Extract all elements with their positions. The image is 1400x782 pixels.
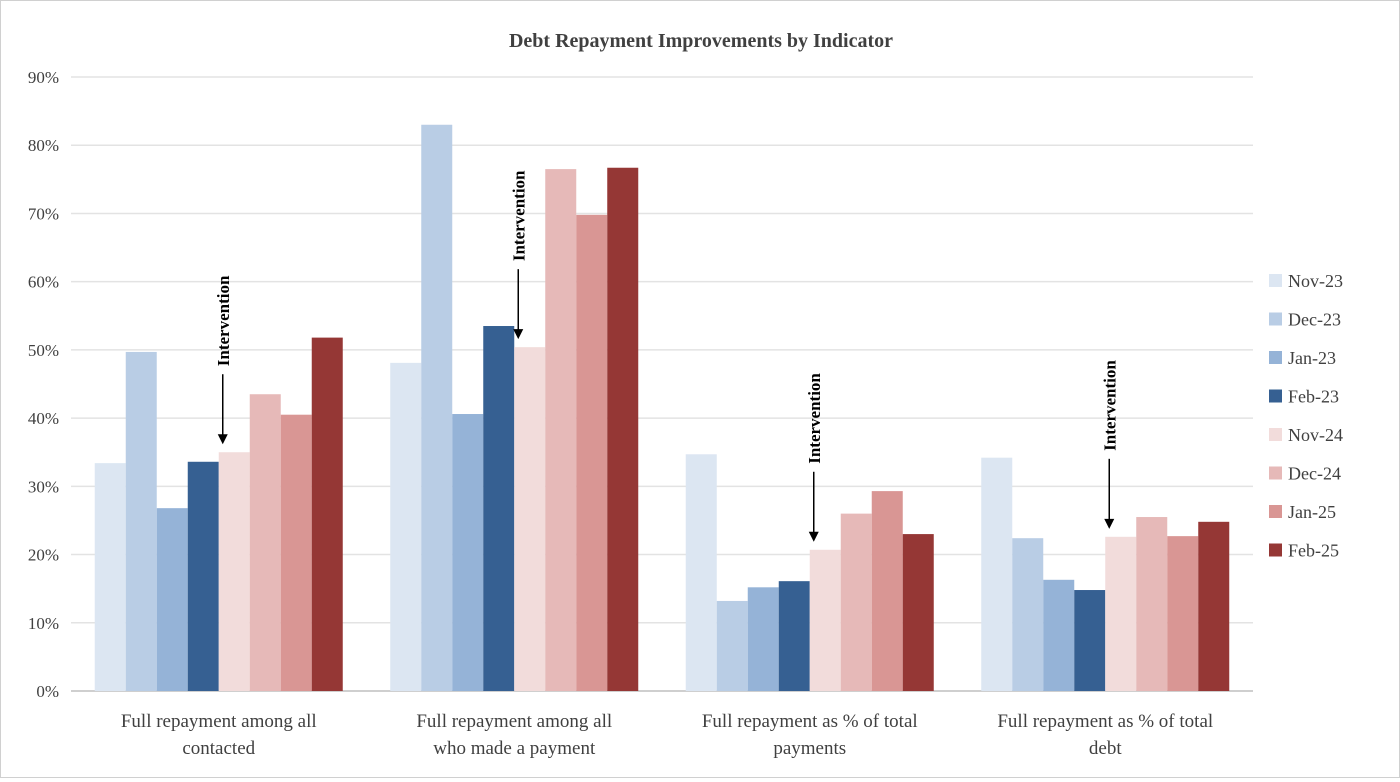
x-category-label: debt: [1089, 738, 1122, 759]
bar-nov-23: [981, 457, 1013, 691]
x-category-label: Full repayment as % of total: [997, 711, 1213, 732]
bar-dec-23: [716, 600, 748, 691]
legend-label: Dec-24: [1288, 464, 1341, 484]
bar-feb-25: [1198, 521, 1230, 691]
legend-swatch: [1269, 543, 1282, 557]
y-tick-label: 30%: [28, 477, 59, 496]
bar-feb-23: [1074, 590, 1106, 691]
legend-label: Feb-23: [1288, 387, 1339, 407]
y-tick-label: 50%: [28, 341, 59, 360]
bar-feb-25: [311, 337, 343, 691]
bar-feb-25: [902, 534, 934, 691]
bar-nov-24: [514, 347, 546, 691]
x-category-label: Full repayment among all: [416, 711, 612, 732]
bar-dec-23: [1012, 538, 1044, 691]
x-category-label: who made a payment: [433, 738, 596, 759]
bar-feb-23: [778, 581, 810, 691]
bar-jan-23: [747, 587, 779, 691]
bar-feb-23: [483, 326, 515, 691]
legend-label: Dec-23: [1288, 310, 1341, 330]
bar-dec-24: [249, 394, 281, 691]
bar-jan-25: [871, 491, 903, 691]
arrowhead-icon: [217, 434, 228, 445]
x-category-label: contacted: [182, 738, 255, 759]
annotation-label: Intervention: [805, 373, 824, 464]
bar-jan-25: [280, 414, 312, 691]
x-category-label: payments: [773, 738, 846, 759]
bar-nov-23: [390, 362, 422, 691]
bar-dec-24: [545, 169, 577, 692]
y-tick-label: 0%: [36, 682, 59, 701]
annotation-label: Intervention: [214, 275, 233, 366]
bar-jan-25: [1167, 536, 1199, 691]
bar-dec-24: [840, 513, 872, 691]
bar-nov-23: [94, 463, 126, 691]
legend-label: Jan-23: [1288, 348, 1336, 368]
legend-swatch: [1269, 428, 1282, 441]
annotation-label: Intervention: [1100, 360, 1119, 451]
legend-label: Nov-24: [1288, 425, 1343, 445]
bar-nov-24: [1105, 536, 1137, 691]
bar-nov-24: [809, 549, 841, 691]
legend-swatch: [1269, 505, 1282, 518]
legend-swatch: [1269, 312, 1282, 326]
y-tick-label: 10%: [28, 614, 59, 633]
x-category-label: Full repayment among all: [121, 711, 317, 732]
bar-dec-23: [421, 124, 453, 691]
legend-swatch: [1269, 389, 1282, 403]
legend-swatch: [1269, 351, 1282, 364]
y-tick-label: 60%: [28, 273, 59, 292]
bar-feb-25: [607, 167, 639, 692]
arrowhead-icon: [1104, 518, 1115, 529]
arrowhead-icon: [513, 329, 524, 340]
bar-dec-24: [1136, 517, 1168, 691]
bar-jan-23: [452, 414, 484, 691]
chart-title: Debt Repayment Improvements by Indicator: [509, 30, 893, 52]
bar-dec-23: [125, 351, 157, 691]
legend-swatch: [1269, 274, 1282, 287]
bar-jan-25: [576, 214, 608, 691]
legend-label: Feb-25: [1288, 541, 1339, 561]
bar-feb-23: [187, 461, 219, 691]
x-category-label: Full repayment as % of total: [702, 711, 918, 732]
y-tick-label: 20%: [28, 546, 59, 565]
arrowhead-icon: [808, 531, 819, 542]
y-tick-label: 40%: [28, 409, 59, 428]
annotation-label: Intervention: [509, 170, 528, 261]
bar-jan-23: [1043, 579, 1075, 691]
legend-label: Nov-23: [1288, 271, 1343, 291]
y-tick-label: 70%: [28, 204, 59, 223]
y-tick-label: 90%: [28, 68, 59, 87]
legend-swatch: [1269, 466, 1282, 480]
bar-jan-23: [156, 508, 188, 691]
bar-nov-24: [218, 452, 250, 691]
bar-nov-23: [685, 454, 717, 691]
y-tick-label: 80%: [28, 136, 59, 155]
legend-label: Jan-25: [1288, 502, 1336, 522]
